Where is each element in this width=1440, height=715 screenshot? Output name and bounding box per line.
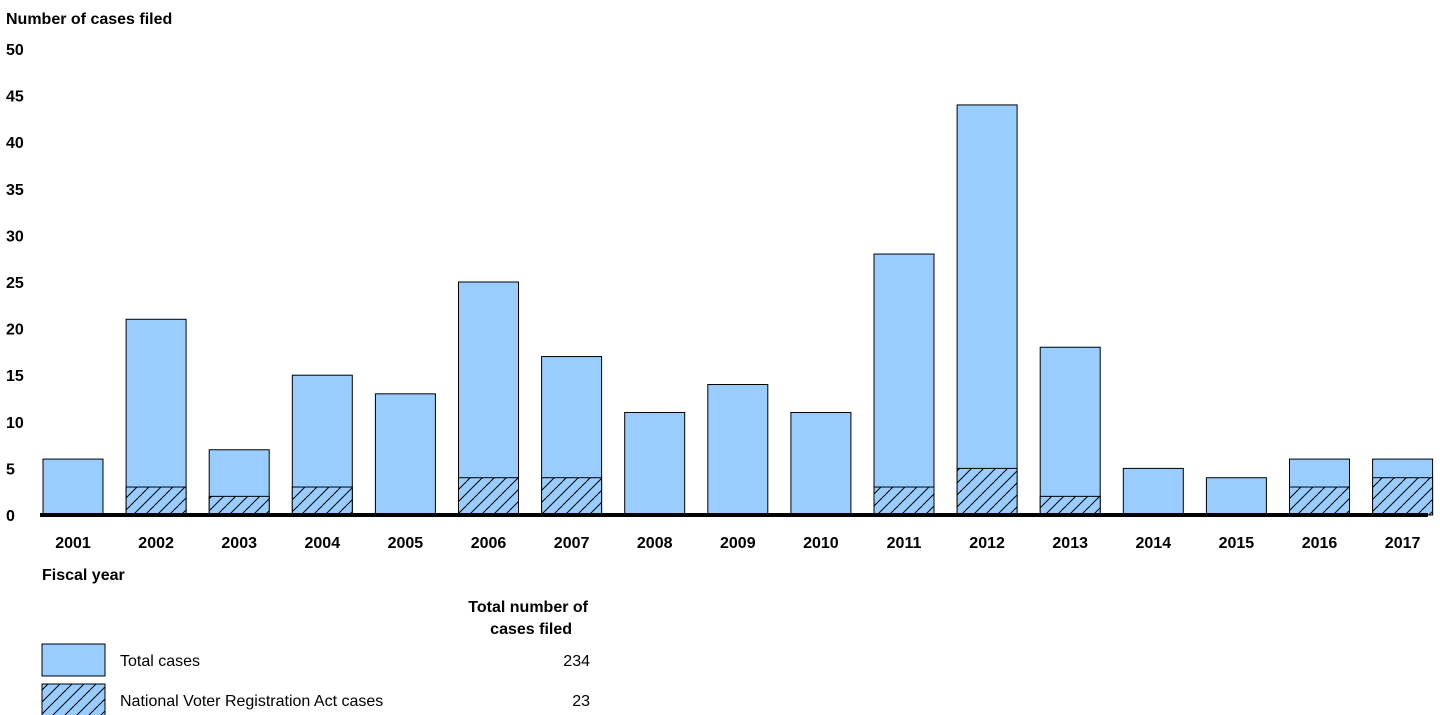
x-tick-label: 2003: [221, 535, 257, 552]
bar-total-cases: [956, 104, 1018, 516]
y-tick-label: 50: [6, 42, 24, 59]
bar-total-cases: [1205, 477, 1267, 516]
legend-header-line1: Total number of: [468, 599, 588, 616]
x-tick-label: 2015: [1219, 535, 1255, 552]
bar-total-cases: [1122, 467, 1184, 516]
bar-nvra-cases: [1039, 495, 1101, 516]
y-tick-label: 35: [6, 182, 24, 199]
bar-nvra-cases: [1372, 477, 1434, 516]
legend-header-line2: cases filed: [490, 621, 572, 638]
x-tick-label: 2017: [1385, 535, 1421, 552]
bar-total-cases: [707, 384, 769, 516]
legend-total-value: 234: [563, 653, 590, 670]
bar-total-cases: [624, 411, 686, 516]
bar-total-cases: [125, 318, 187, 516]
x-axis-label: Fiscal year: [42, 567, 125, 584]
x-tick-label: 2010: [803, 535, 839, 552]
legend-label-nvra: National Voter Registration Act cases: [120, 693, 383, 710]
y-tick-label: 40: [6, 135, 24, 152]
x-tick-label: 2007: [554, 535, 590, 552]
y-tick-label: 20: [6, 322, 24, 339]
x-tick-label: 2002: [138, 535, 174, 552]
bar-nvra-cases: [873, 486, 935, 516]
bar-nvra-cases: [125, 486, 187, 516]
bar-nvra-cases: [956, 467, 1018, 516]
x-tick-label: 2012: [969, 535, 1005, 552]
legend-nvra-value: 23: [572, 693, 590, 710]
bar-nvra-cases: [458, 477, 519, 516]
x-tick-label: 2006: [471, 535, 507, 552]
x-tick-label: 2014: [1136, 535, 1172, 552]
y-tick-label: 25: [6, 275, 24, 292]
x-tick-label: 2011: [887, 535, 922, 552]
y-tick-label: 30: [6, 228, 24, 245]
y-tick-label: 15: [6, 368, 24, 385]
bar-nvra-cases: [291, 486, 353, 516]
y-tick-label: 5: [6, 461, 15, 478]
y-tick-label: 0: [6, 508, 15, 525]
bar-total-cases: [374, 393, 436, 516]
x-axis-ticks: 2001 2002 2003 2004 2005 2006 2007 2008 2009 2010…: [55, 535, 1420, 552]
legend-swatch-nvra: [41, 683, 106, 715]
x-tick-label: 2004: [305, 535, 341, 552]
legend-swatch-total: [41, 643, 106, 677]
bar-total-cases: [42, 458, 104, 516]
bar-nvra-cases: [208, 495, 270, 516]
bar-nvra-cases: [1289, 486, 1350, 516]
x-tick-label: 2005: [388, 535, 424, 552]
x-tick-label: 2013: [1052, 535, 1088, 552]
bar-total-cases: [873, 253, 935, 516]
bar-total-cases: [1039, 346, 1101, 516]
bar-total-cases: [790, 411, 852, 516]
legend: Total number of cases filed Total cases …: [41, 599, 590, 715]
x-tick-label: 2001: [55, 535, 91, 552]
bar-total-cases: [458, 281, 519, 516]
legend-label-total: Total cases: [120, 653, 200, 670]
y-axis-ticks: 0 5 10 15 20 25 30 35 40 45 50: [6, 42, 24, 525]
x-tick-label: 2009: [720, 535, 756, 552]
bar-nvra-cases: [541, 477, 603, 516]
y-axis-label: Number of cases filed: [6, 11, 172, 28]
y-tick-label: 10: [6, 415, 24, 432]
bars: [42, 104, 1434, 516]
y-tick-label: 45: [6, 89, 24, 106]
x-tick-label: 2008: [637, 535, 673, 552]
x-tick-label: 2016: [1302, 535, 1338, 552]
